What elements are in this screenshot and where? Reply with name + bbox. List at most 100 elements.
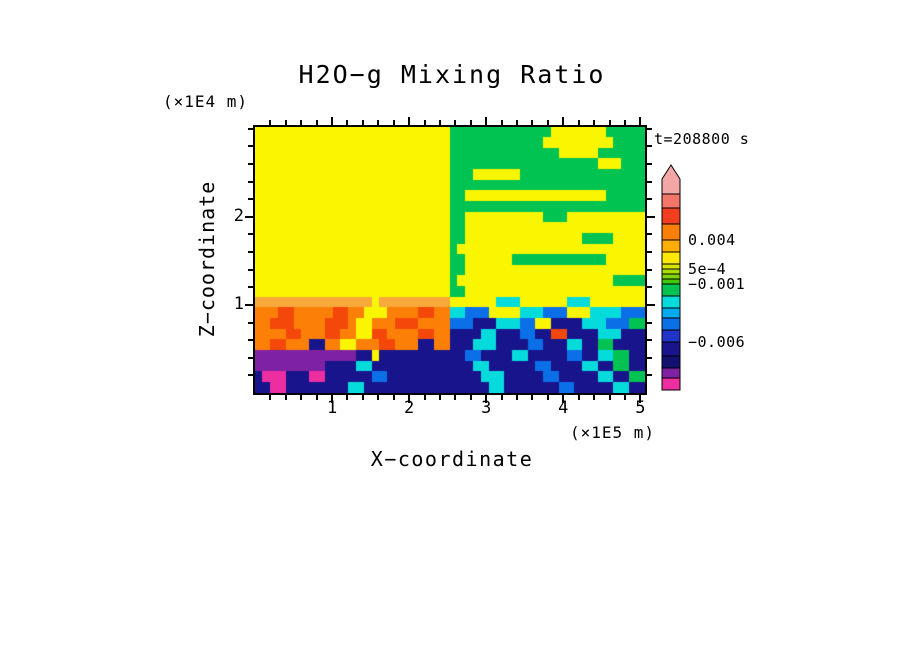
x-tick-label: 2 [404, 398, 415, 418]
plot-area [253, 125, 647, 395]
tick-mark [647, 215, 655, 218]
x-tick-label: 5 [635, 398, 646, 418]
colorbar-segment [661, 207, 681, 225]
tick-mark [300, 120, 303, 125]
tick-mark [454, 120, 457, 125]
tick-mark [315, 120, 318, 125]
tick-mark [269, 395, 272, 400]
colorbar-segment [661, 239, 681, 253]
colorbar-segment [661, 341, 681, 357]
z-tick-label: 1 [233, 293, 244, 314]
tick-mark [623, 120, 626, 125]
tick-mark [546, 395, 549, 400]
x-axis-unit: (×1E5 m) [569, 423, 655, 442]
tick-mark [562, 395, 565, 403]
tick-mark [647, 180, 652, 183]
tick-mark [269, 120, 272, 125]
tick-mark [284, 120, 287, 125]
tick-mark [248, 233, 253, 236]
tick-mark [315, 395, 318, 400]
tick-mark [608, 120, 611, 125]
colorbar-segment [661, 193, 681, 209]
colorbar-segment [661, 268, 681, 275]
tick-mark [423, 395, 426, 400]
tick-mark [248, 127, 253, 130]
tick-mark [284, 395, 287, 400]
tick-mark [300, 395, 303, 400]
tick-mark [248, 251, 253, 254]
tick-mark [647, 356, 652, 359]
tick-mark [500, 120, 503, 125]
colorbar-label: −0.006 [688, 333, 746, 351]
colorbar-label: 0.004 [688, 231, 736, 249]
tick-mark [647, 233, 652, 236]
tick-mark [248, 198, 253, 201]
tick-mark [377, 395, 380, 400]
tick-mark [647, 374, 652, 377]
colorbar-segment [661, 273, 681, 280]
colorbar-segment [661, 283, 681, 297]
x-tick-label: 4 [558, 398, 569, 418]
tick-mark [593, 120, 596, 125]
tick-mark [639, 117, 642, 125]
colorbar-segment [661, 329, 681, 343]
tick-mark [423, 120, 426, 125]
tick-mark [408, 117, 411, 125]
tick-mark [408, 395, 411, 403]
tick-mark [392, 120, 395, 125]
z-tick-label: 2 [233, 205, 244, 226]
tick-mark [623, 395, 626, 400]
tick-mark [331, 117, 334, 125]
colorbar-label: −0.001 [688, 275, 746, 293]
tick-mark [647, 339, 652, 342]
colorbar-segment [661, 263, 681, 270]
tick-mark [454, 395, 457, 400]
colorbar-label: 5e−4 [688, 260, 727, 278]
colorbar-segment [661, 295, 681, 309]
tick-mark [577, 395, 580, 400]
tick-mark [593, 395, 596, 400]
tick-mark [647, 321, 652, 324]
tick-mark [377, 120, 380, 125]
colorbar-segment [661, 278, 681, 285]
tick-mark [392, 395, 395, 400]
tick-mark [361, 395, 364, 400]
tick-mark [485, 117, 488, 125]
tick-mark [438, 120, 441, 125]
colorbar-segment [661, 223, 681, 241]
tick-mark [647, 268, 652, 271]
x-axis-label: X−coordinate [370, 447, 534, 471]
tick-mark [577, 120, 580, 125]
tick-mark [438, 395, 441, 400]
colorbar-segment [661, 377, 681, 391]
tick-mark [647, 162, 652, 165]
tick-mark [248, 286, 253, 289]
tick-mark [485, 395, 488, 403]
tick-mark [639, 395, 642, 403]
colorbar-segment [661, 307, 681, 319]
x-tick-label: 3 [481, 398, 492, 418]
tick-mark [647, 127, 652, 130]
tick-mark [562, 117, 565, 125]
time-label: t=208800 s [654, 130, 750, 148]
tick-mark [346, 120, 349, 125]
tick-mark [469, 395, 472, 400]
z-axis-label: Z−coordinate [195, 180, 219, 338]
tick-mark [546, 120, 549, 125]
tick-mark [248, 268, 253, 271]
tick-mark [647, 198, 652, 201]
tick-mark [245, 303, 253, 306]
tick-mark [248, 374, 253, 377]
tick-mark [516, 395, 519, 400]
tick-mark [647, 251, 652, 254]
tick-mark [647, 303, 655, 306]
tick-mark [245, 215, 253, 218]
tick-mark [469, 120, 472, 125]
tick-mark [346, 395, 349, 400]
colorbar-segment [661, 367, 681, 379]
tick-mark [500, 395, 503, 400]
tick-mark [331, 395, 334, 403]
tick-mark [531, 395, 534, 400]
tick-mark [248, 321, 253, 324]
